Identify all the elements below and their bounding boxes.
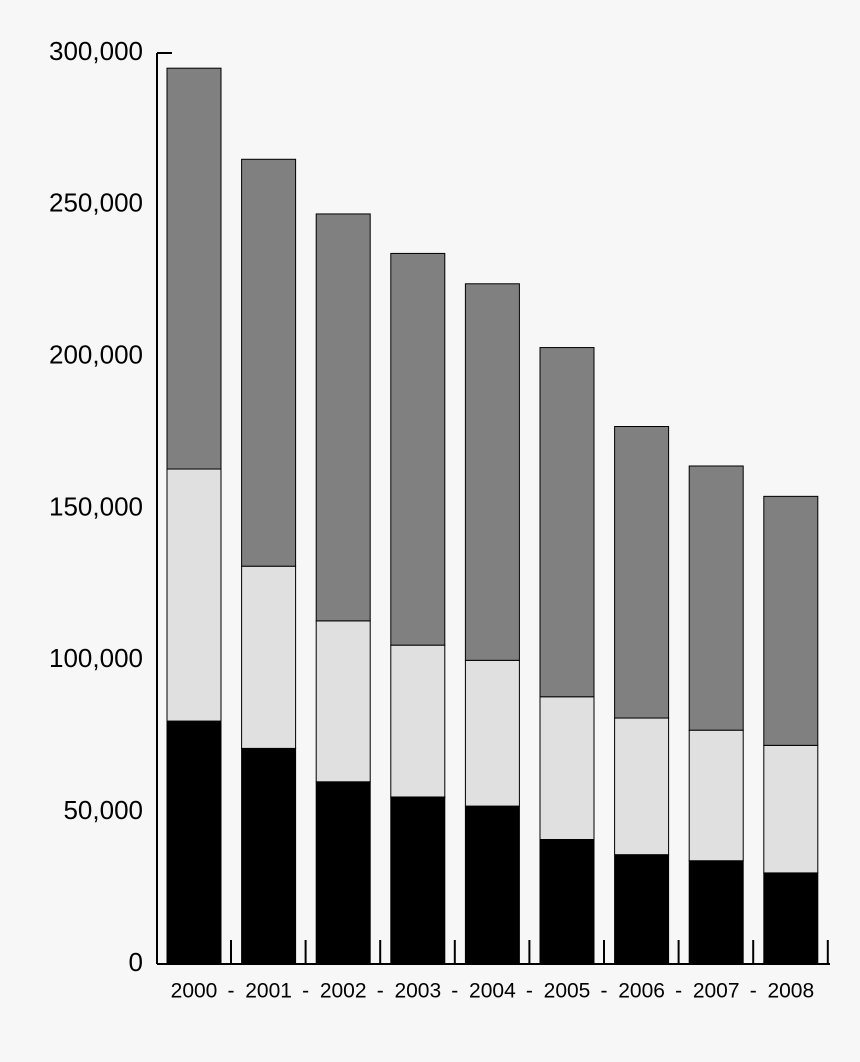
x-tick-label: 2006 [618, 980, 665, 1003]
y-tick-label: 200,000 [49, 340, 143, 370]
x-separator: - [228, 980, 235, 1003]
bar-segment [241, 565, 297, 749]
bar-segment [464, 659, 520, 807]
y-tick-label: 300,000 [49, 36, 143, 66]
bar-segment [166, 468, 222, 722]
x-separator: - [377, 980, 384, 1003]
bar-segment [390, 796, 446, 965]
x-separator: - [601, 980, 608, 1003]
x-tick-label: 2001 [245, 980, 292, 1003]
x-tick-label: 2004 [469, 980, 516, 1003]
bar-segment [614, 426, 670, 719]
bar-segment [539, 347, 595, 698]
x-tick-label: 2005 [544, 980, 591, 1003]
bar-segment [464, 805, 520, 965]
x-tick-label: 2002 [320, 980, 367, 1003]
bar-segment [539, 696, 595, 840]
bar-segment [166, 67, 222, 470]
bar-segment [763, 744, 819, 874]
y-tick-label: 0 [129, 947, 143, 977]
bar-segment [166, 720, 222, 965]
y-tick-label: 150,000 [49, 491, 143, 521]
bar-segment [315, 213, 371, 622]
bar-segment [763, 872, 819, 965]
bar-segment [614, 717, 670, 856]
bar-segment [241, 747, 297, 965]
x-tick-label: 2008 [767, 980, 814, 1003]
bar-segment [241, 158, 297, 567]
x-separator: - [750, 980, 757, 1003]
bar-segment [763, 495, 819, 746]
x-separator: - [675, 980, 682, 1003]
bar-segment [539, 838, 595, 965]
bar-segment [614, 854, 670, 965]
bar-segment [390, 644, 446, 798]
bar-segment [315, 620, 371, 783]
y-tick-label: 100,000 [49, 643, 143, 673]
y-tick-label: 50,000 [63, 795, 143, 825]
bar-segment [688, 860, 744, 965]
bar-segment [464, 283, 520, 661]
x-separator: - [526, 980, 533, 1003]
bar-segment [390, 252, 446, 646]
x-tick-label: 2000 [171, 980, 218, 1003]
y-tick-label: 250,000 [49, 188, 143, 218]
x-separator: - [302, 980, 309, 1003]
x-tick-label: 2007 [693, 980, 740, 1003]
bar-segment [688, 729, 744, 862]
bar-segment [315, 781, 371, 965]
x-separator: - [451, 980, 458, 1003]
x-tick-label: 2003 [394, 980, 441, 1003]
bar-segment [688, 465, 744, 731]
